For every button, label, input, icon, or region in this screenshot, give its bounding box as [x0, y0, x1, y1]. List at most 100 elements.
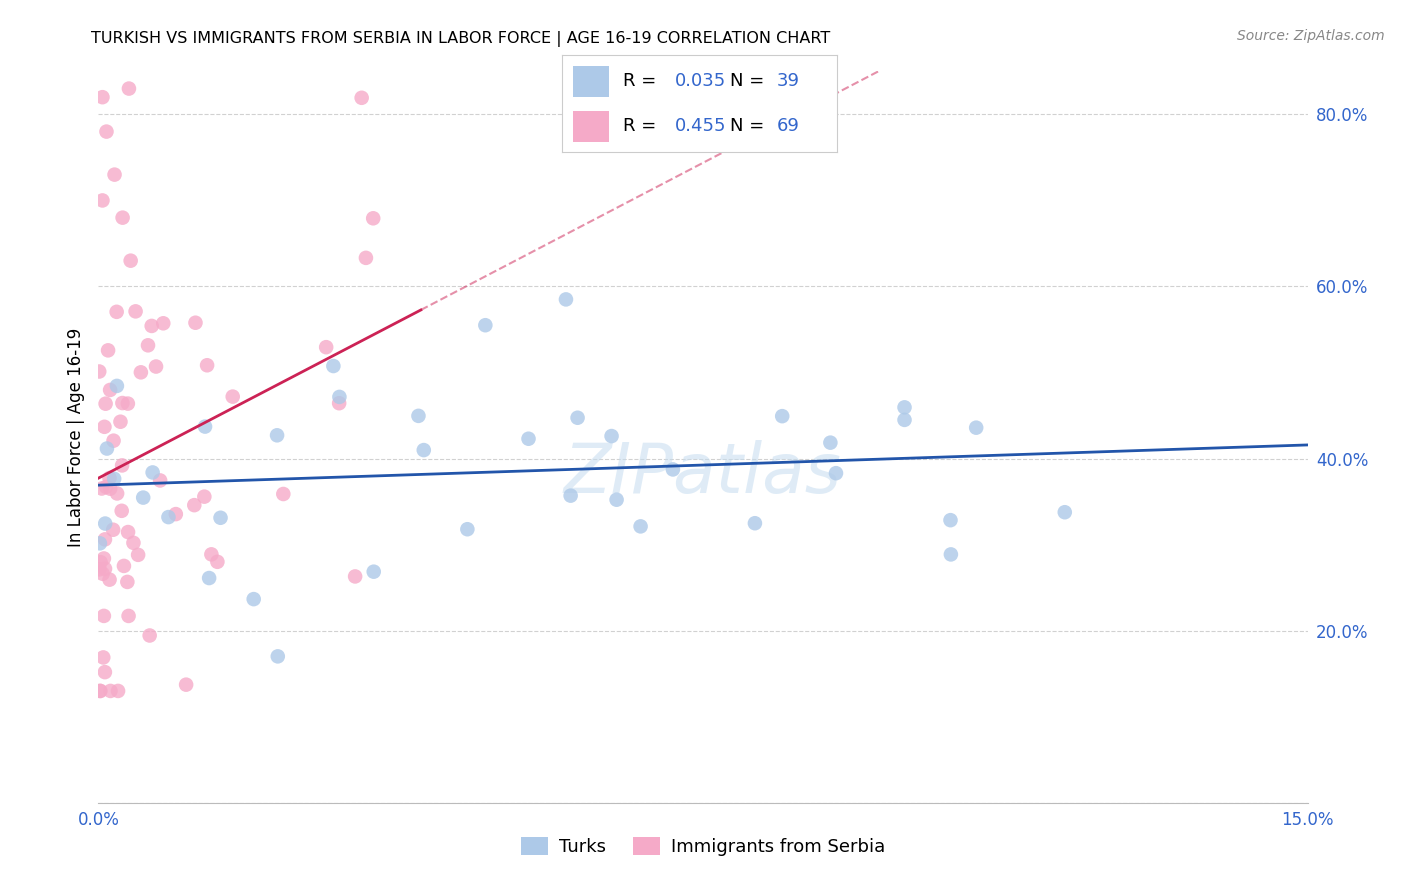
- Point: [94, 562, 117, 576]
- Point: [127, 548, 149, 562]
- Point: [350, 91, 373, 105]
- Text: Source: ZipAtlas.com: Source: ZipAtlas.com: [1237, 29, 1385, 43]
- Point: [103, 434, 125, 448]
- Point: [207, 555, 229, 569]
- Point: [361, 211, 384, 226]
- Point: [122, 536, 145, 550]
- Point: [363, 565, 385, 579]
- Point: [194, 419, 217, 434]
- Text: TURKISH VS IMMIGRANTS FROM SERBIA IN LABOR FORCE | AGE 16-19 CORRELATION CHART: TURKISH VS IMMIGRANTS FROM SERBIA IN LAB…: [91, 31, 831, 47]
- Point: [90, 555, 112, 569]
- Point: [98, 383, 121, 397]
- Text: 39: 39: [776, 72, 799, 90]
- Point: [183, 498, 205, 512]
- Point: [105, 379, 128, 393]
- Point: [328, 396, 350, 410]
- Point: [456, 522, 478, 536]
- Point: [893, 401, 915, 415]
- Point: [105, 486, 128, 500]
- Point: [193, 490, 215, 504]
- Point: [266, 428, 288, 442]
- Point: [600, 429, 623, 443]
- Point: [107, 684, 129, 698]
- Point: [94, 665, 117, 680]
- Point: [141, 318, 163, 333]
- Point: [662, 462, 685, 476]
- Point: [606, 492, 628, 507]
- Point: [200, 547, 222, 561]
- Point: [110, 415, 132, 429]
- Point: [91, 566, 114, 581]
- Point: [273, 487, 295, 501]
- Legend: Turks, Immigrants from Serbia: Turks, Immigrants from Serbia: [513, 830, 893, 863]
- Point: [315, 340, 337, 354]
- Point: [1053, 505, 1076, 519]
- Point: [328, 390, 350, 404]
- Point: [142, 466, 165, 480]
- Point: [90, 482, 112, 496]
- Point: [152, 316, 174, 330]
- Point: [117, 574, 139, 589]
- Point: [939, 513, 962, 527]
- Point: [91, 650, 114, 665]
- Point: [120, 253, 142, 268]
- Point: [111, 396, 134, 410]
- Point: [111, 504, 134, 518]
- Point: [111, 211, 134, 225]
- Point: [825, 466, 848, 480]
- Point: [770, 409, 793, 424]
- Point: [555, 293, 578, 307]
- Point: [103, 168, 125, 182]
- Point: [91, 90, 114, 104]
- Point: [89, 684, 111, 698]
- Point: [117, 609, 139, 624]
- Point: [93, 608, 115, 623]
- Point: [91, 194, 114, 208]
- Point: [97, 343, 120, 358]
- Point: [89, 536, 111, 550]
- Point: [174, 678, 197, 692]
- Point: [965, 420, 987, 434]
- Point: [136, 338, 159, 352]
- Point: [94, 397, 117, 411]
- Point: [242, 592, 264, 607]
- FancyBboxPatch shape: [574, 66, 609, 96]
- Point: [630, 519, 652, 533]
- Point: [103, 472, 125, 486]
- Text: 69: 69: [776, 117, 799, 135]
- Point: [138, 628, 160, 642]
- Point: [744, 516, 766, 531]
- Text: R =: R =: [623, 117, 662, 135]
- Text: ZIPatlas: ZIPatlas: [564, 440, 842, 508]
- Point: [94, 480, 117, 494]
- Point: [117, 396, 139, 410]
- Point: [267, 649, 290, 664]
- Point: [157, 510, 180, 524]
- Point: [96, 442, 118, 456]
- Point: [94, 516, 117, 531]
- Point: [98, 573, 121, 587]
- Point: [129, 365, 152, 379]
- Point: [517, 432, 540, 446]
- FancyBboxPatch shape: [574, 112, 609, 142]
- Point: [118, 81, 141, 95]
- Point: [474, 318, 496, 333]
- Point: [354, 251, 377, 265]
- Point: [93, 551, 115, 566]
- Point: [412, 443, 434, 458]
- Y-axis label: In Labor Force | Age 16-19: In Labor Force | Age 16-19: [66, 327, 84, 547]
- Point: [124, 304, 146, 318]
- Point: [100, 684, 122, 698]
- Point: [98, 482, 121, 496]
- Point: [939, 548, 962, 562]
- Point: [344, 569, 367, 583]
- Point: [209, 510, 232, 524]
- Point: [408, 409, 430, 423]
- Point: [117, 524, 139, 539]
- Point: [222, 390, 245, 404]
- Point: [322, 359, 344, 373]
- Text: R =: R =: [623, 72, 662, 90]
- Text: N =: N =: [730, 117, 769, 135]
- Point: [820, 435, 842, 450]
- Point: [98, 471, 121, 485]
